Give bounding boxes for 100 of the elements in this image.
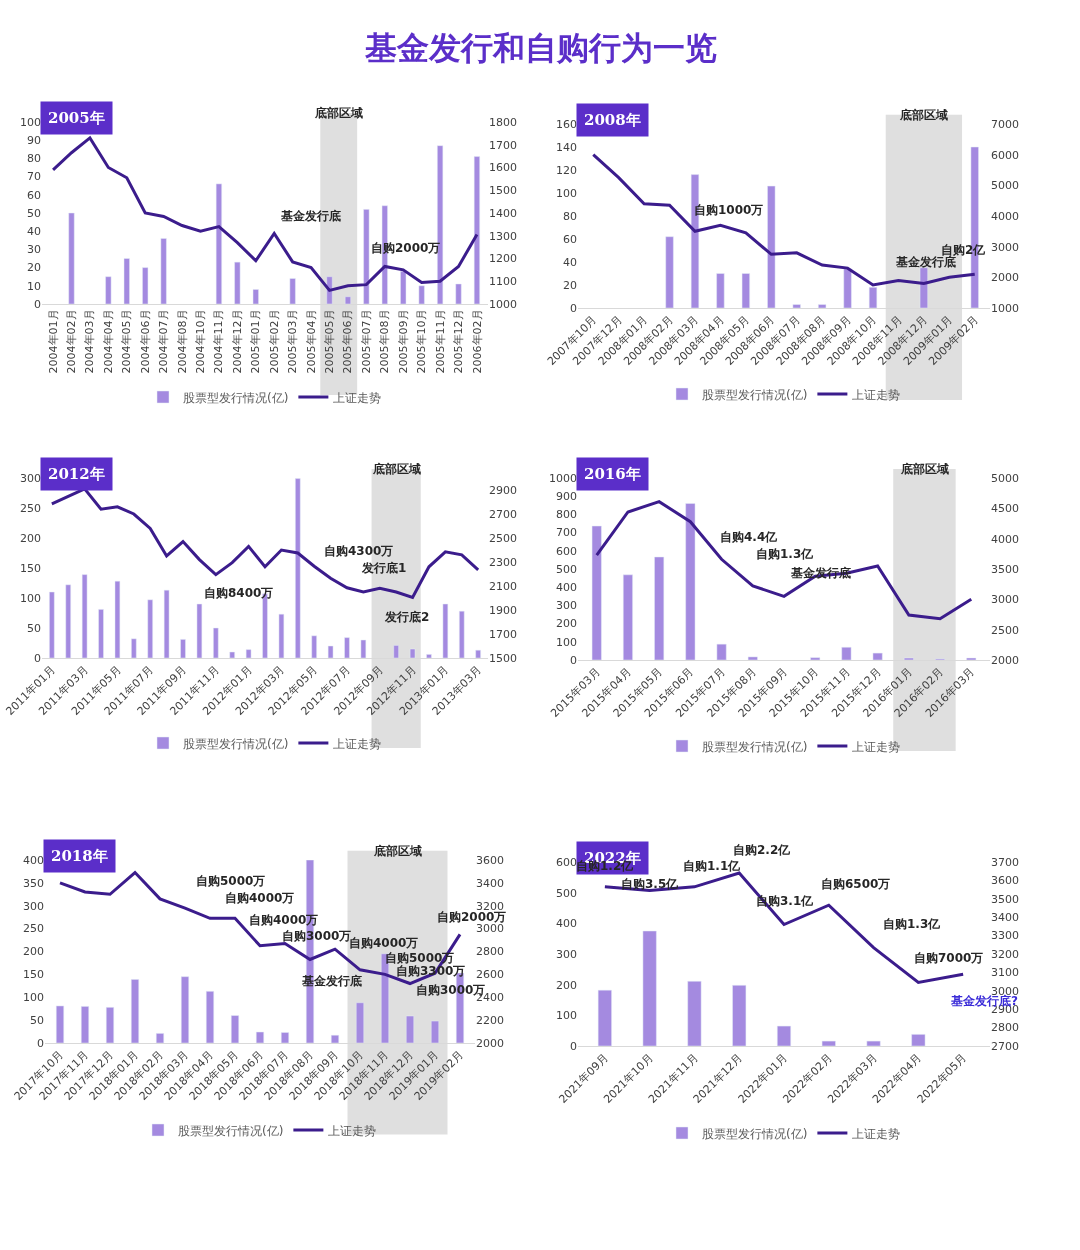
legend-label: 上证走势	[333, 736, 382, 751]
bar	[843, 268, 852, 308]
annotation: 自购2亿	[941, 243, 987, 257]
bar	[256, 1031, 264, 1043]
bar	[966, 657, 977, 660]
bar	[473, 156, 480, 304]
y-tick-label: 200	[556, 978, 577, 992]
x-tick-label: 2006年02月	[470, 309, 484, 374]
x-tick-label: 2005年10月	[415, 309, 429, 374]
y-tick-label: 600	[556, 855, 577, 869]
bar	[455, 283, 462, 304]
y2-tick-label: 2700	[489, 507, 517, 521]
bar	[131, 979, 139, 1043]
y-tick-label: 300	[556, 599, 577, 613]
bar	[409, 648, 416, 658]
annotation: 自购8400万	[204, 586, 274, 600]
y-tick-label: 50	[30, 1013, 44, 1027]
chart-title: 2018年	[51, 847, 108, 865]
y2-tick-label: 1400	[489, 206, 517, 220]
bar	[665, 236, 674, 308]
x-tick-label: 2004年10月	[194, 309, 208, 374]
text: 基金发行和自购行为一览	[364, 29, 717, 67]
bar	[685, 503, 696, 660]
x-tick-label: 2005年05月	[323, 309, 337, 374]
x-tick-label: 2004年01月	[46, 309, 60, 374]
y-tick-label: 100	[556, 186, 577, 200]
annotation: 自购2000万	[437, 910, 507, 924]
y2-tick-label: 1700	[489, 627, 517, 641]
y2-tick-label: 1200	[489, 252, 517, 266]
y-tick-label: 120	[556, 163, 577, 177]
y2-tick-label: 1500	[489, 651, 517, 665]
y2-tick-label: 4000	[991, 532, 1019, 546]
bar	[295, 478, 301, 658]
bar	[213, 627, 219, 658]
text: 自购2.2亿	[733, 843, 792, 857]
y-tick-label: 20	[27, 261, 41, 275]
bar	[114, 580, 121, 658]
bar	[206, 991, 214, 1043]
legend-label: 上证走势	[328, 1123, 377, 1138]
bar	[363, 209, 370, 304]
bar	[866, 1040, 881, 1046]
y-tick-label: 0	[34, 297, 41, 311]
legend-label: 股票型发行情况(亿)	[702, 739, 808, 754]
bar	[716, 273, 725, 308]
annotation: 基金发行底	[280, 209, 341, 223]
y-tick-label: 300	[20, 471, 41, 485]
y2-tick-label: 2900	[489, 483, 517, 497]
bar	[49, 591, 55, 658]
x-tick-label: 2005年04月	[304, 309, 318, 374]
legend-label: 上证走势	[333, 390, 382, 405]
bar	[418, 285, 425, 304]
legend-label: 股票型发行情况(亿)	[178, 1123, 284, 1138]
legend-label: 上证走势	[852, 1126, 901, 1141]
x-tick-label: 2005年08月	[378, 309, 392, 374]
y2-tick-label: 7000	[991, 117, 1019, 131]
y2-tick-label: 2500	[991, 623, 1019, 637]
bar	[331, 1034, 339, 1043]
bar	[406, 1015, 414, 1043]
x-tick-label: 2004年02月	[65, 309, 79, 374]
bar	[229, 651, 235, 658]
bar	[642, 930, 657, 1046]
y-tick-label: 70	[27, 170, 41, 184]
y2-tick-label: 4500	[991, 502, 1019, 516]
y2-tick-label: 2000	[476, 1036, 504, 1050]
bar	[106, 1007, 114, 1043]
y-tick-label: 250	[20, 501, 41, 515]
bar	[215, 183, 222, 304]
y-tick-label: 10	[27, 279, 41, 293]
annotation: 自购5000万	[196, 874, 266, 888]
bar	[81, 1006, 89, 1043]
y-tick-label: 140	[556, 140, 577, 154]
y-tick-label: 100	[556, 635, 577, 649]
x-tick-label: 2004年05月	[120, 309, 134, 374]
y2-tick-label: 3500	[991, 892, 1019, 906]
bar	[747, 656, 758, 660]
y2-tick-label: 2000	[991, 271, 1019, 285]
y2-tick-label: 1300	[489, 229, 517, 243]
bar	[872, 652, 883, 660]
bar	[767, 185, 776, 308]
bar	[393, 645, 399, 658]
bar	[591, 525, 602, 660]
y2-tick-label: 3600	[476, 853, 504, 867]
annotation: 自购4000万	[249, 913, 319, 927]
y2-tick-label: 2800	[991, 1021, 1019, 1035]
y-tick-label: 0	[570, 1039, 577, 1053]
y-tick-label: 100	[20, 591, 41, 605]
bar	[777, 1025, 791, 1046]
annotation: 自购1.1亿	[683, 859, 742, 873]
bar	[919, 267, 928, 308]
line-series	[595, 500, 973, 621]
y-tick-label: 200	[20, 531, 41, 545]
y2-tick-label: 1900	[489, 603, 517, 617]
band-label: 底部区域	[373, 844, 422, 858]
y2-tick-label: 5000	[991, 179, 1019, 193]
y-tick-label: 80	[563, 209, 577, 223]
bar	[289, 278, 296, 304]
x-tick-label: 2005年07月	[359, 309, 373, 374]
x-tick-label: 2004年06月	[138, 309, 152, 374]
bar	[818, 304, 827, 308]
bar	[123, 258, 130, 304]
